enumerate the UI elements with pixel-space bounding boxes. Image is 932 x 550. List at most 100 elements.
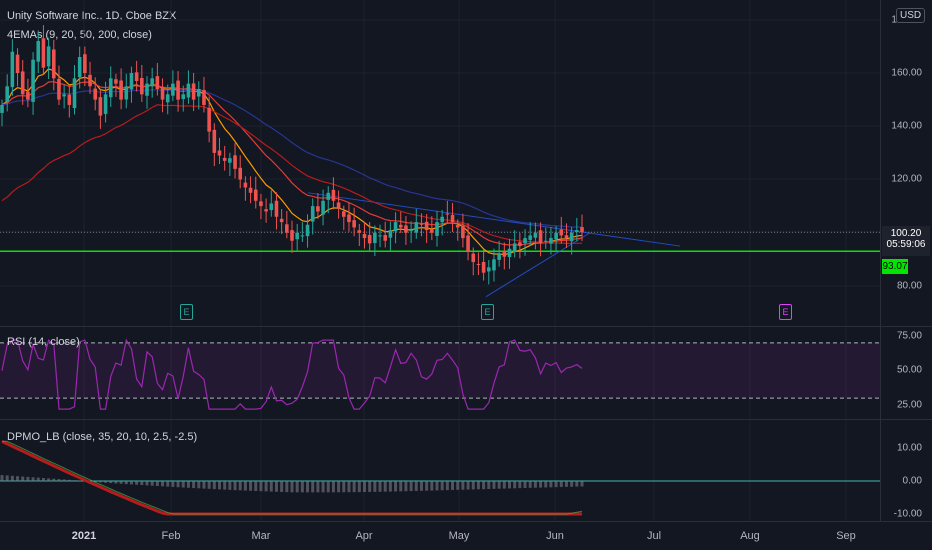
candle-body xyxy=(191,83,196,100)
rsi-axis[interactable] xyxy=(880,327,932,419)
dpmo-histogram-bar xyxy=(254,481,258,491)
candle-body xyxy=(134,72,139,81)
dpmo-histogram-bar xyxy=(440,481,444,491)
symbol-title[interactable]: Unity Software Inc., 1D, Cboe BZX xyxy=(7,10,177,22)
candle-body xyxy=(155,76,160,89)
earnings-marker[interactable]: E xyxy=(779,304,792,320)
dpmo-histogram-bar xyxy=(559,481,563,488)
dpmo-histogram-bar xyxy=(347,481,351,493)
dpmo-histogram-bar xyxy=(197,481,201,489)
time-axis-separator xyxy=(0,521,932,522)
candle-body xyxy=(378,235,382,237)
candle-body xyxy=(424,221,429,231)
dpmo-histogram-bar xyxy=(228,481,232,490)
ema-50-line xyxy=(1,89,583,228)
dpmo-histogram-bar xyxy=(425,481,429,491)
candle-body xyxy=(238,167,243,180)
time-tick: 2021 xyxy=(71,530,97,542)
candle-body xyxy=(336,202,341,209)
candle-body xyxy=(233,155,237,169)
candle-body xyxy=(486,267,491,272)
candle-body xyxy=(383,234,388,241)
candle-body xyxy=(41,38,46,68)
dpmo-axis[interactable] xyxy=(880,420,932,521)
pane-separator[interactable] xyxy=(0,419,932,420)
currency-button[interactable]: USD xyxy=(896,8,926,23)
candle-body xyxy=(300,235,305,237)
dpmo-histogram-bar xyxy=(321,481,325,493)
dpmo-histogram-bar xyxy=(368,481,372,492)
dpmo-histogram-bar xyxy=(176,481,180,488)
dpmo-histogram-bar xyxy=(451,481,455,490)
time-tick: Apr xyxy=(355,530,373,542)
candle-body xyxy=(564,235,569,239)
rsi-label[interactable]: RSI (14, close) xyxy=(7,336,80,348)
dpmo-histogram-bar xyxy=(259,481,263,492)
dpmo-histogram-bar xyxy=(104,481,108,483)
candle-body xyxy=(445,213,450,215)
dpmo-histogram-bar xyxy=(295,481,299,493)
candle-body xyxy=(388,230,393,238)
dpmo-histogram-bar xyxy=(269,481,273,492)
dpmo-histogram-bar xyxy=(549,481,553,488)
price-tick: 80.00 xyxy=(896,280,922,292)
candle-body xyxy=(114,79,118,84)
candle-body xyxy=(93,88,98,100)
candle-body xyxy=(36,41,41,62)
dpmo-histogram-bar xyxy=(570,481,574,487)
candle-body xyxy=(471,253,476,263)
earnings-marker[interactable]: E xyxy=(180,304,193,320)
dpmo-histogram-bar xyxy=(274,481,278,492)
dpmo-histogram-bar xyxy=(233,481,237,491)
dpmo-histogram-bar xyxy=(352,481,356,493)
earnings-marker[interactable]: E xyxy=(481,304,494,320)
candle-body xyxy=(264,209,268,212)
dpmo-histogram-bar xyxy=(564,481,568,487)
dpmo-histogram-bar xyxy=(445,481,449,491)
dpmo-histogram-bar xyxy=(476,481,480,490)
candle-body xyxy=(145,83,149,96)
dpmo-histogram-bar xyxy=(290,481,294,493)
dpmo-histogram-bar xyxy=(461,481,465,490)
candle-body xyxy=(367,234,372,244)
dpmo-histogram-bar xyxy=(399,481,403,492)
candle-body xyxy=(398,224,403,228)
dpmo-histogram-bar xyxy=(378,481,382,492)
dpmo-histogram-bar xyxy=(78,480,82,482)
candle-body xyxy=(26,91,30,100)
dpmo-histogram-bar xyxy=(124,481,128,485)
dpmo-histogram-bar xyxy=(119,481,123,484)
candle-body xyxy=(62,94,66,97)
dpmo-histogram-bar xyxy=(5,475,9,482)
dpmo-label[interactable]: DPMO_LB (close, 35, 20, 10, 2.5, -2.5) xyxy=(7,431,198,443)
candle-body xyxy=(176,80,180,100)
candle-body xyxy=(46,46,51,67)
dpmo-histogram-bar xyxy=(508,481,511,489)
pane-separator[interactable] xyxy=(0,326,932,327)
candle-body xyxy=(67,94,72,105)
candle-body xyxy=(518,242,522,247)
dpmo-histogram-bar xyxy=(192,481,196,489)
candle-body xyxy=(476,264,481,266)
dpmo-histogram-bar xyxy=(186,481,190,488)
candle-body xyxy=(259,201,263,207)
dpmo-histogram-bar xyxy=(414,481,418,491)
candle-body xyxy=(5,86,9,102)
candle-body xyxy=(129,73,134,90)
dpmo-histogram-bar xyxy=(280,481,284,492)
last-price-tag: 100.20 05:59:06 xyxy=(882,226,930,256)
time-tick: Sep xyxy=(836,530,856,542)
dpmo-histogram-bar xyxy=(497,481,501,489)
candle-body xyxy=(165,94,170,103)
dpmo-histogram-bar xyxy=(430,481,434,491)
candle-body xyxy=(507,248,512,258)
dpmo-histogram-bar xyxy=(533,481,537,488)
price-axis[interactable] xyxy=(880,0,932,326)
candle-body xyxy=(186,83,191,98)
candle-body xyxy=(108,78,113,98)
dpmo-histogram-bar xyxy=(238,481,242,491)
dpmo-histogram-bar xyxy=(363,481,366,493)
candle-body xyxy=(554,232,558,240)
dpmo-histogram-bar xyxy=(306,481,310,493)
